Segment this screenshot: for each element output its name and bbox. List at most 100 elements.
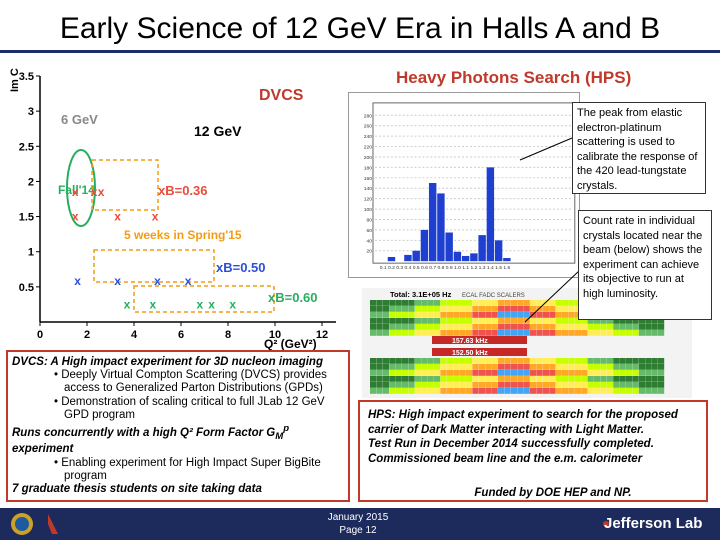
ecal-crystal bbox=[658, 388, 665, 394]
ecal-crystal bbox=[510, 318, 517, 324]
ecal-crystal bbox=[632, 370, 639, 376]
ecal-crystal bbox=[478, 300, 485, 306]
ecal-crystal bbox=[427, 358, 434, 364]
ecal-crystal bbox=[440, 306, 447, 312]
ecal-crystal bbox=[453, 376, 460, 382]
ecal-crystal bbox=[638, 370, 645, 376]
ecal-crystal bbox=[530, 324, 537, 330]
ecal-crystal bbox=[651, 388, 658, 394]
ecal-crystal bbox=[395, 388, 402, 394]
ecal-crystal bbox=[510, 364, 517, 370]
ecal-crystal bbox=[536, 300, 543, 306]
dvcs-data-point: x bbox=[185, 274, 192, 288]
ecal-crystal bbox=[613, 358, 620, 364]
ecal-crystal bbox=[523, 382, 530, 388]
ecal-crystal bbox=[491, 312, 498, 318]
ecal-crystal bbox=[402, 364, 409, 370]
ecal-crystal bbox=[408, 364, 415, 370]
ecal-crystal bbox=[574, 318, 581, 324]
hist-x-tick-label: 0.1 bbox=[380, 265, 387, 271]
ecal-crystal bbox=[421, 370, 428, 376]
ecal-crystal bbox=[446, 306, 453, 312]
ecal-crystal bbox=[427, 388, 434, 394]
ecal-crystal bbox=[613, 364, 620, 370]
ecal-crystal bbox=[562, 364, 569, 370]
ecal-crystal bbox=[568, 358, 575, 364]
ecal-crystal bbox=[453, 364, 460, 370]
ecal-crystal bbox=[549, 330, 556, 336]
ecal-crystal bbox=[517, 364, 524, 370]
ecal-crystal bbox=[581, 364, 588, 370]
ecal-crystal bbox=[402, 300, 409, 306]
y-tick-label: 1 bbox=[28, 247, 34, 259]
hist-y-tick-label: 120 bbox=[364, 197, 372, 203]
hps-line-3: Commissioned beam line and the e.m. calo… bbox=[368, 452, 643, 465]
ecal-crystal bbox=[517, 318, 524, 324]
x-axis-label: Q² (GeV²) bbox=[264, 337, 317, 351]
ecal-crystal bbox=[549, 382, 556, 388]
ecal-crystal bbox=[389, 370, 396, 376]
ecal-crystal bbox=[498, 370, 505, 376]
ecal-crystal bbox=[658, 330, 665, 336]
hist-bar bbox=[453, 251, 462, 262]
ecal-crystal bbox=[370, 312, 377, 318]
ecal-crystal bbox=[651, 330, 658, 336]
x-tick-label: 8 bbox=[225, 329, 231, 341]
ecal-crystal bbox=[382, 300, 389, 306]
ecal-crystal bbox=[498, 330, 505, 336]
peak-callout: The peak from elastic electron-platinum … bbox=[572, 102, 706, 194]
ecal-crystal bbox=[389, 300, 396, 306]
y-tick-label: 2.5 bbox=[19, 141, 34, 153]
dvcs-points: x x xx x xx x x xx x x x x bbox=[72, 185, 236, 311]
ecal-crystal bbox=[370, 300, 377, 306]
ecal-crystal bbox=[638, 376, 645, 382]
ecal-crystal bbox=[587, 330, 594, 336]
hps-line-1: HPS: High impact experiment to search fo… bbox=[368, 409, 678, 436]
ecal-crystal bbox=[530, 370, 537, 376]
ecal-crystal bbox=[645, 330, 652, 336]
ecal-crystal bbox=[549, 364, 556, 370]
dvcs-data-point: x bbox=[208, 297, 215, 311]
hist-bar bbox=[420, 229, 429, 262]
ecal-crystal bbox=[587, 318, 594, 324]
ecal-crystal bbox=[498, 388, 505, 394]
ecal-crystal bbox=[504, 324, 511, 330]
hist-x-tick-label: 1.1 bbox=[462, 265, 469, 271]
ecal-crystal bbox=[574, 306, 581, 312]
ecal-crystal bbox=[568, 370, 575, 376]
ecal-crystal bbox=[536, 382, 543, 388]
ecal-crystal bbox=[427, 300, 434, 306]
ecal-crystal bbox=[485, 312, 492, 318]
dvcs-data-point: x bbox=[124, 297, 131, 311]
ecal-crystal bbox=[408, 300, 415, 306]
dvcs-bullet-3-text: Enabling experiment for High Impact Supe… bbox=[61, 456, 321, 482]
ecal-crystal bbox=[638, 388, 645, 394]
ecal-crystal bbox=[651, 318, 658, 324]
dvcs-data-point: x bbox=[72, 210, 79, 224]
ecal-crystal bbox=[600, 370, 607, 376]
hist-y-tick-label: 220 bbox=[364, 145, 372, 151]
ecal-crystal bbox=[427, 364, 434, 370]
ecal-crystal bbox=[536, 370, 543, 376]
ecal-crystal bbox=[427, 306, 434, 312]
ecal-crystal bbox=[562, 312, 569, 318]
dvcs-bullet-1-text: Deeply Virtual Compton Scattering (DVCS)… bbox=[61, 369, 327, 395]
dvcs-bullet-3: • Enabling experiment for High Impact Su… bbox=[54, 456, 321, 482]
ecal-crystal bbox=[421, 376, 428, 382]
ecal-crystal bbox=[370, 388, 377, 394]
ecal-crystal bbox=[440, 300, 447, 306]
ecal-crystal bbox=[376, 388, 383, 394]
ecal-crystal bbox=[632, 358, 639, 364]
ecal-crystal bbox=[453, 312, 460, 318]
hist-y-tick-label: 100 bbox=[364, 207, 372, 213]
hps-histogram: 20 40 60 80 100 120 140 160 180 200 220 240 260 280 0… bbox=[348, 92, 580, 278]
ecal-crystal bbox=[440, 312, 447, 318]
ecal-crystal bbox=[459, 382, 466, 388]
ecal-crystal bbox=[517, 376, 524, 382]
ecal-crystal bbox=[510, 382, 517, 388]
ecal-crystal bbox=[638, 330, 645, 336]
spring15-label: 5 weeks in Spring'15 bbox=[124, 228, 242, 242]
ecal-crystal bbox=[427, 312, 434, 318]
ecal-crystal bbox=[517, 300, 524, 306]
ecal-crystal bbox=[542, 358, 549, 364]
